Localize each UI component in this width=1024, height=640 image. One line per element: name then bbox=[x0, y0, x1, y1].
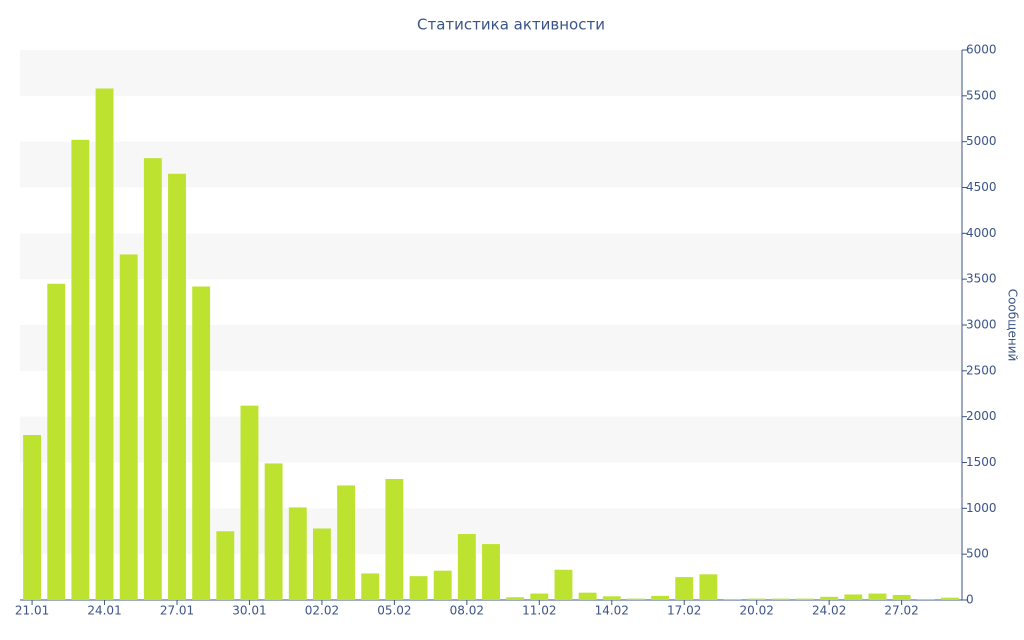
y-tick-label: 6000 bbox=[966, 43, 997, 57]
bar bbox=[168, 173, 186, 600]
y-tick-label: 5000 bbox=[966, 134, 997, 148]
bar bbox=[820, 596, 839, 600]
x-tick-label: 27.01 bbox=[160, 604, 194, 618]
bar bbox=[361, 573, 380, 600]
bar bbox=[47, 283, 66, 600]
y-tick-label: 5500 bbox=[966, 88, 997, 102]
bar bbox=[288, 507, 307, 600]
y-tick-label: 3500 bbox=[966, 272, 997, 286]
bar bbox=[457, 534, 476, 600]
bar bbox=[192, 286, 211, 600]
y-tick-label: 2000 bbox=[966, 409, 997, 423]
y-tick-label: 3000 bbox=[966, 318, 997, 332]
x-tick-label: 24.02 bbox=[812, 604, 846, 618]
x-tick-label: 11.02 bbox=[522, 604, 556, 618]
y-tick-label: 4000 bbox=[966, 226, 997, 240]
bar bbox=[530, 593, 549, 600]
x-tick-label: 30.01 bbox=[232, 604, 266, 618]
bar bbox=[409, 576, 428, 600]
bar bbox=[95, 88, 114, 600]
bar bbox=[119, 254, 138, 600]
bar bbox=[651, 595, 670, 600]
bar bbox=[940, 597, 959, 600]
y-tick-label: 1500 bbox=[966, 455, 997, 469]
x-tick-label: 21.01 bbox=[15, 604, 49, 618]
bar bbox=[771, 598, 790, 600]
bar bbox=[312, 528, 331, 600]
x-tick-label: 24.01 bbox=[87, 604, 121, 618]
bar bbox=[23, 435, 42, 600]
y-tick-label: 500 bbox=[966, 547, 989, 561]
bar bbox=[916, 599, 935, 600]
x-tick-label: 05.02 bbox=[377, 604, 411, 618]
bar bbox=[554, 569, 573, 600]
bar bbox=[216, 531, 235, 600]
bar bbox=[602, 596, 621, 600]
chart-title: Статистика активности bbox=[417, 16, 605, 34]
y-tick-label: 2500 bbox=[966, 363, 997, 377]
bar bbox=[143, 158, 162, 600]
x-tick-label: 14.02 bbox=[595, 604, 629, 618]
bar bbox=[578, 592, 597, 600]
bar bbox=[71, 139, 90, 601]
x-tick-label: 02.02 bbox=[305, 604, 339, 618]
bar bbox=[723, 599, 742, 600]
grid-band bbox=[20, 50, 962, 96]
bar bbox=[844, 594, 863, 600]
bar bbox=[699, 574, 718, 600]
bar bbox=[240, 405, 259, 600]
bar bbox=[675, 577, 694, 600]
bar bbox=[385, 479, 404, 600]
x-tick-label: 08.02 bbox=[450, 604, 484, 618]
y-axis-label: Сообщений bbox=[1006, 289, 1020, 362]
x-tick-label: 17.02 bbox=[667, 604, 701, 618]
x-tick-label: 27.02 bbox=[884, 604, 918, 618]
bar bbox=[868, 593, 887, 600]
bar bbox=[264, 463, 283, 600]
bar bbox=[337, 485, 356, 600]
bar bbox=[506, 597, 525, 600]
y-tick-label: 1000 bbox=[966, 501, 997, 515]
y-tick-label: 4500 bbox=[966, 180, 997, 194]
bar bbox=[892, 594, 911, 600]
x-tick-label: 20.02 bbox=[740, 604, 774, 618]
bar bbox=[747, 598, 766, 600]
y-tick-label: 0 bbox=[966, 593, 974, 607]
bar bbox=[433, 570, 452, 600]
bar bbox=[482, 544, 500, 600]
bar bbox=[796, 598, 814, 600]
bar bbox=[626, 598, 645, 600]
